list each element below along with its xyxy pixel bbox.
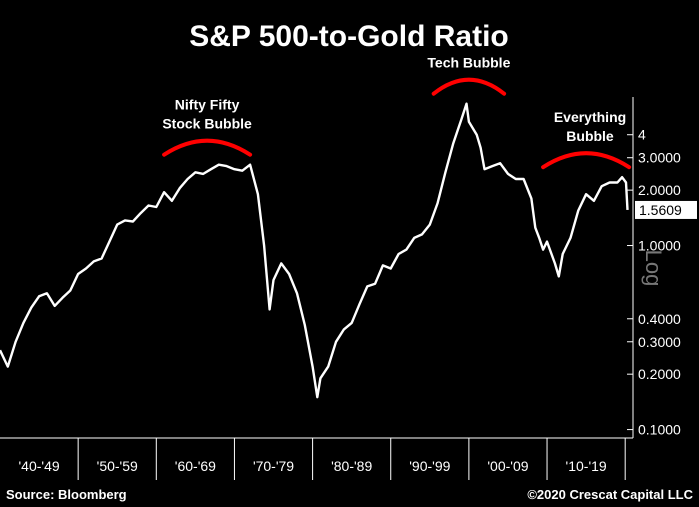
y-tick-label: 0.4000 — [638, 311, 681, 327]
y-tick-label: 2.0000 — [638, 182, 681, 198]
bubble-arc-2 — [541, 151, 632, 170]
y-axis: 4 3.0000 2.0000 1.0000 0.4000 0.3000 0.2000 0.1… — [627, 97, 697, 438]
plot-area — [0, 102, 629, 399]
y-axis-scale-label: Log — [641, 250, 666, 287]
x-tick-label: '60-'69 — [175, 458, 216, 474]
annotation-1-line: Tech Bubble — [427, 55, 510, 71]
x-tick-label: '40-'49 — [18, 458, 59, 474]
annotations: Nifty Fifty Stock Bubble Tech Bubble Everyt… — [162, 55, 626, 145]
source-footer: Source: Bloomberg — [6, 487, 127, 502]
annotation-2-line: Everything — [554, 109, 626, 125]
x-tick-label: '70-'79 — [253, 458, 294, 474]
annotation-0-line: Stock Bubble — [162, 116, 252, 132]
y-tick-label: 4 — [638, 127, 646, 143]
y-tick-label: 0.3000 — [638, 334, 681, 350]
x-tick-label: '50-'59 — [97, 458, 138, 474]
last-value-label: 1.5609 — [639, 202, 682, 218]
y-tick-label: 0.1000 — [638, 422, 681, 438]
bubble-arcs — [162, 77, 632, 170]
bubble-arc-0 — [162, 138, 253, 157]
y-tick-label: 0.2000 — [638, 366, 681, 382]
x-axis: '40-'49 '50-'59 '60-'69 '70-'79 '80-'89 '90-'… — [0, 437, 633, 480]
x-tick-label: '10-'19 — [566, 458, 607, 474]
annotation-0-line: Nifty Fifty — [175, 97, 240, 113]
bubble-arc-1 — [431, 77, 507, 96]
series-line-0 — [0, 102, 629, 399]
annotation-2-line: Bubble — [566, 128, 614, 144]
copyright-footer: ©2020 Crescat Capital LLC — [527, 487, 693, 502]
y-tick-label: 1.0000 — [638, 238, 681, 254]
last-value-box — [635, 200, 697, 219]
x-tick-label: '80-'89 — [331, 458, 372, 474]
x-tick-label: '90-'99 — [409, 458, 450, 474]
y-tick-label: 3.0000 — [638, 150, 681, 166]
x-tick-label: '00-'09 — [487, 458, 528, 474]
chart-title: S&P 500-to-Gold Ratio — [189, 20, 508, 53]
